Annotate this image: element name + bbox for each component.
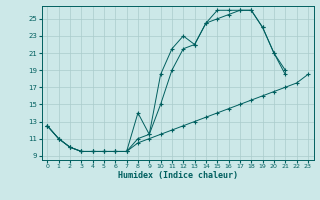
X-axis label: Humidex (Indice chaleur): Humidex (Indice chaleur) [118, 171, 237, 180]
